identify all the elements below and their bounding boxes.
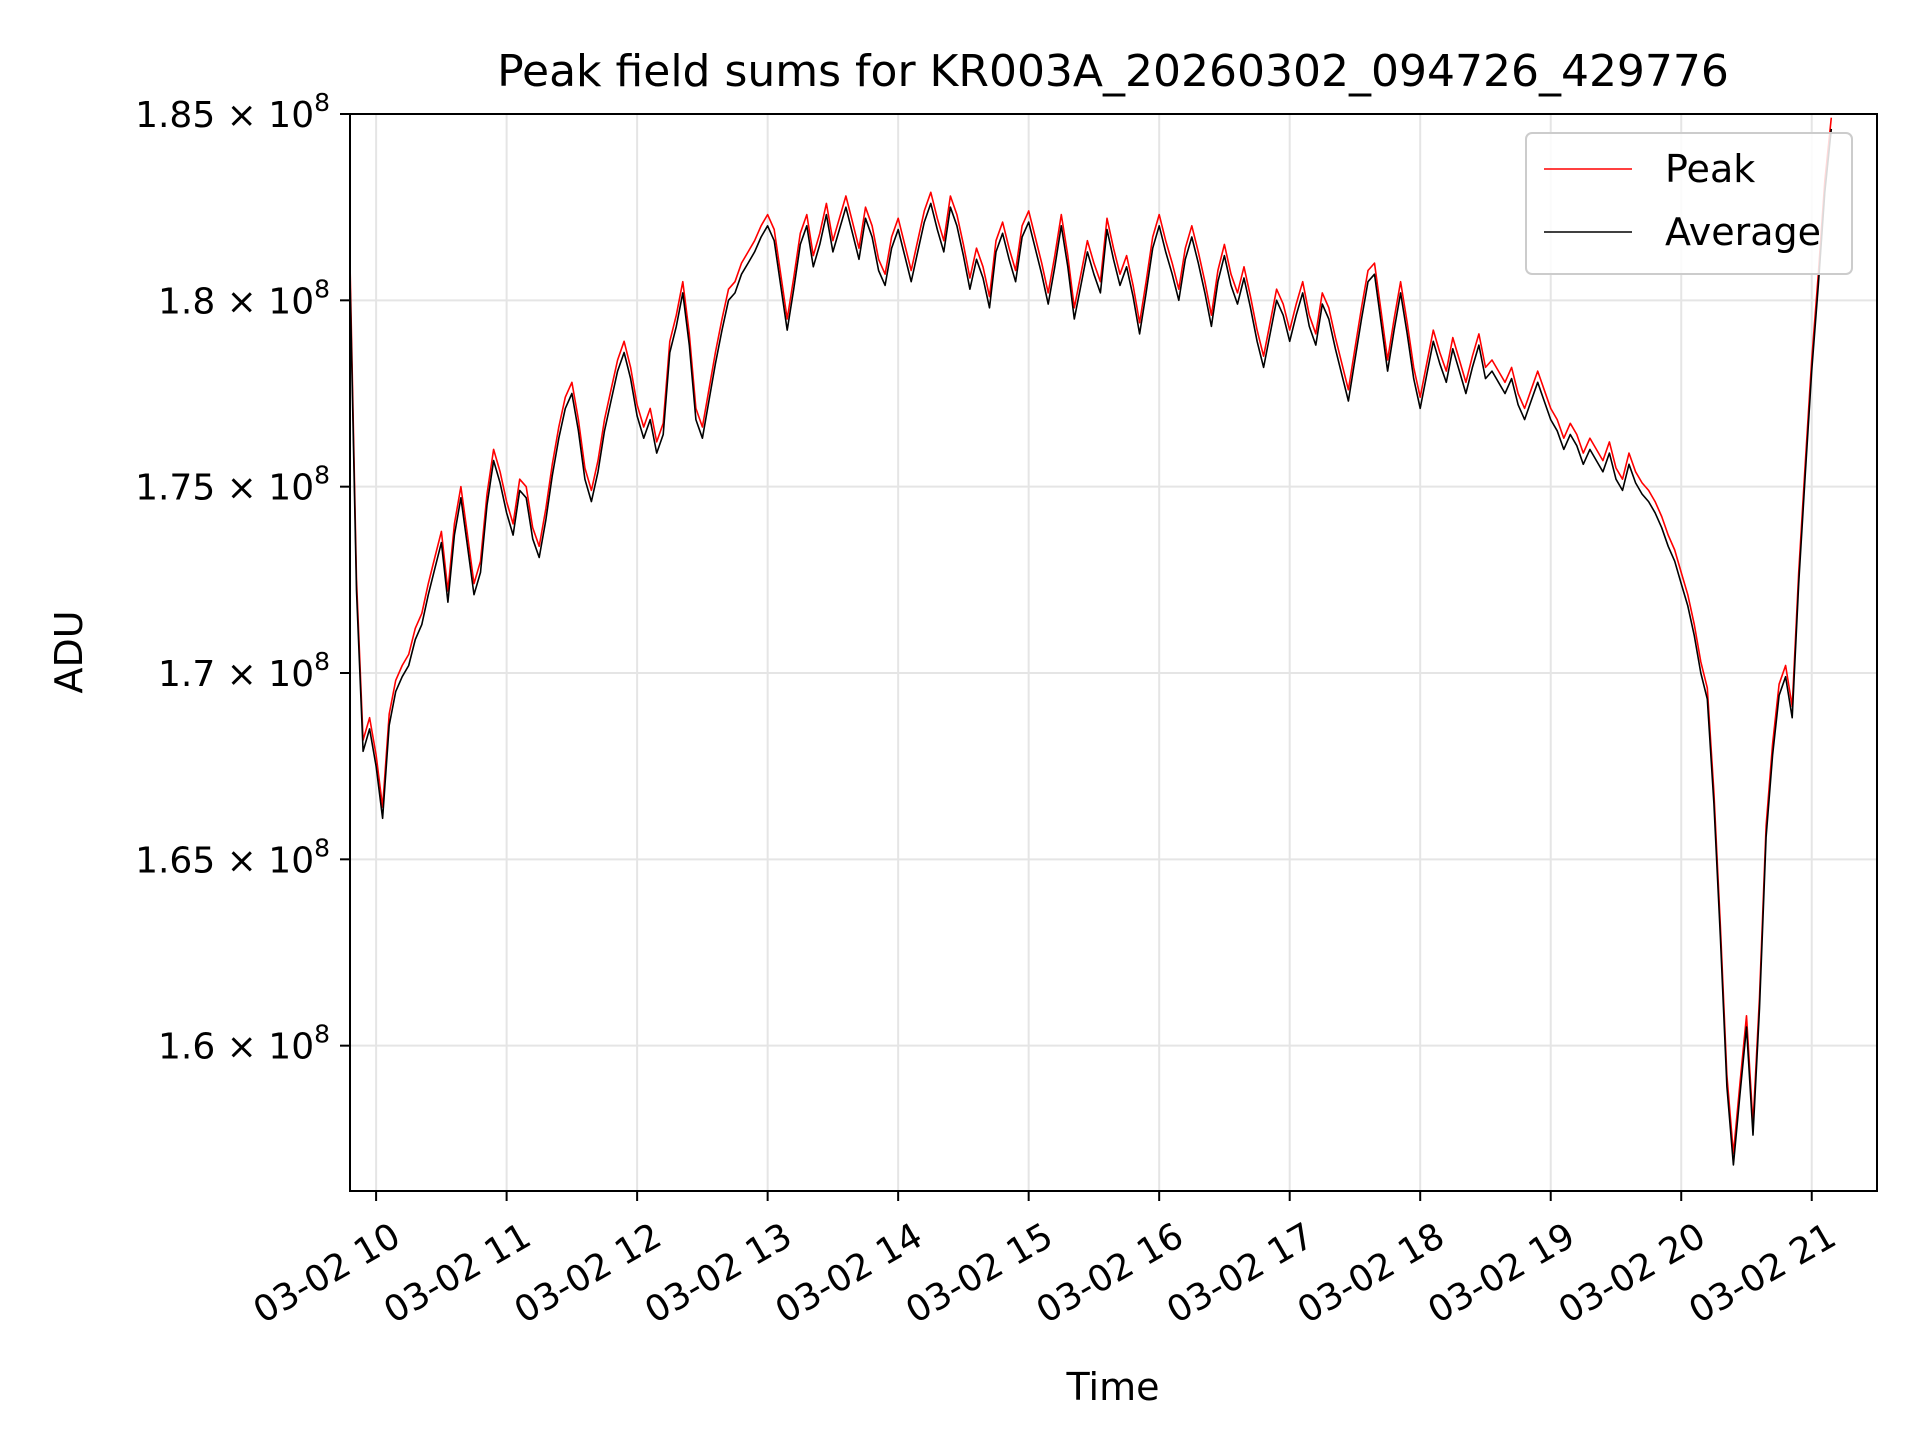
y-tick-label: 1.7 × 108 xyxy=(158,647,330,695)
series-average-line xyxy=(349,128,1833,1166)
y-tick-label: 1.6 × 108 xyxy=(158,1020,330,1068)
y-tick-label: 1.85 × 108 xyxy=(135,88,330,136)
y-tick-mantissa: 1.85 xyxy=(135,95,215,136)
y-tick-exponent: 8 xyxy=(314,1020,330,1049)
y-tick-label: 1.75 × 108 xyxy=(135,461,330,509)
y-tick-label: 1.8 × 108 xyxy=(158,274,330,322)
y-axis-label: ADU xyxy=(47,610,91,693)
grid xyxy=(350,113,1877,1191)
y-tick-mantissa: 1.6 xyxy=(158,1027,215,1068)
y-tick-exponent: 8 xyxy=(314,833,330,862)
legend-average-label: Average xyxy=(1665,210,1821,254)
y-tick-mantissa: 1.8 xyxy=(158,281,215,322)
legend-peak-label: Peak xyxy=(1665,147,1755,191)
y-tick-exponent: 8 xyxy=(314,461,330,490)
chart-title: Peak field sums for KR003A_20260302_0947… xyxy=(497,46,1729,97)
y-tick-exponent: 8 xyxy=(314,647,330,676)
y-tick-label: 1.65 × 108 xyxy=(135,833,330,881)
series-peak-line xyxy=(349,117,1833,1155)
y-tick-exponent: 8 xyxy=(314,274,330,303)
plot-area xyxy=(349,117,1833,1166)
y-tick-mantissa: 1.7 xyxy=(158,654,215,695)
legend: Peak Average xyxy=(1525,132,1853,275)
y-tick-exponent: 8 xyxy=(314,88,330,117)
plot-frame xyxy=(349,113,1878,1192)
y-tick-mantissa: 1.75 xyxy=(135,468,215,509)
x-axis-label: Time xyxy=(1066,1365,1160,1409)
y-tick-mantissa: 1.65 xyxy=(135,840,215,881)
